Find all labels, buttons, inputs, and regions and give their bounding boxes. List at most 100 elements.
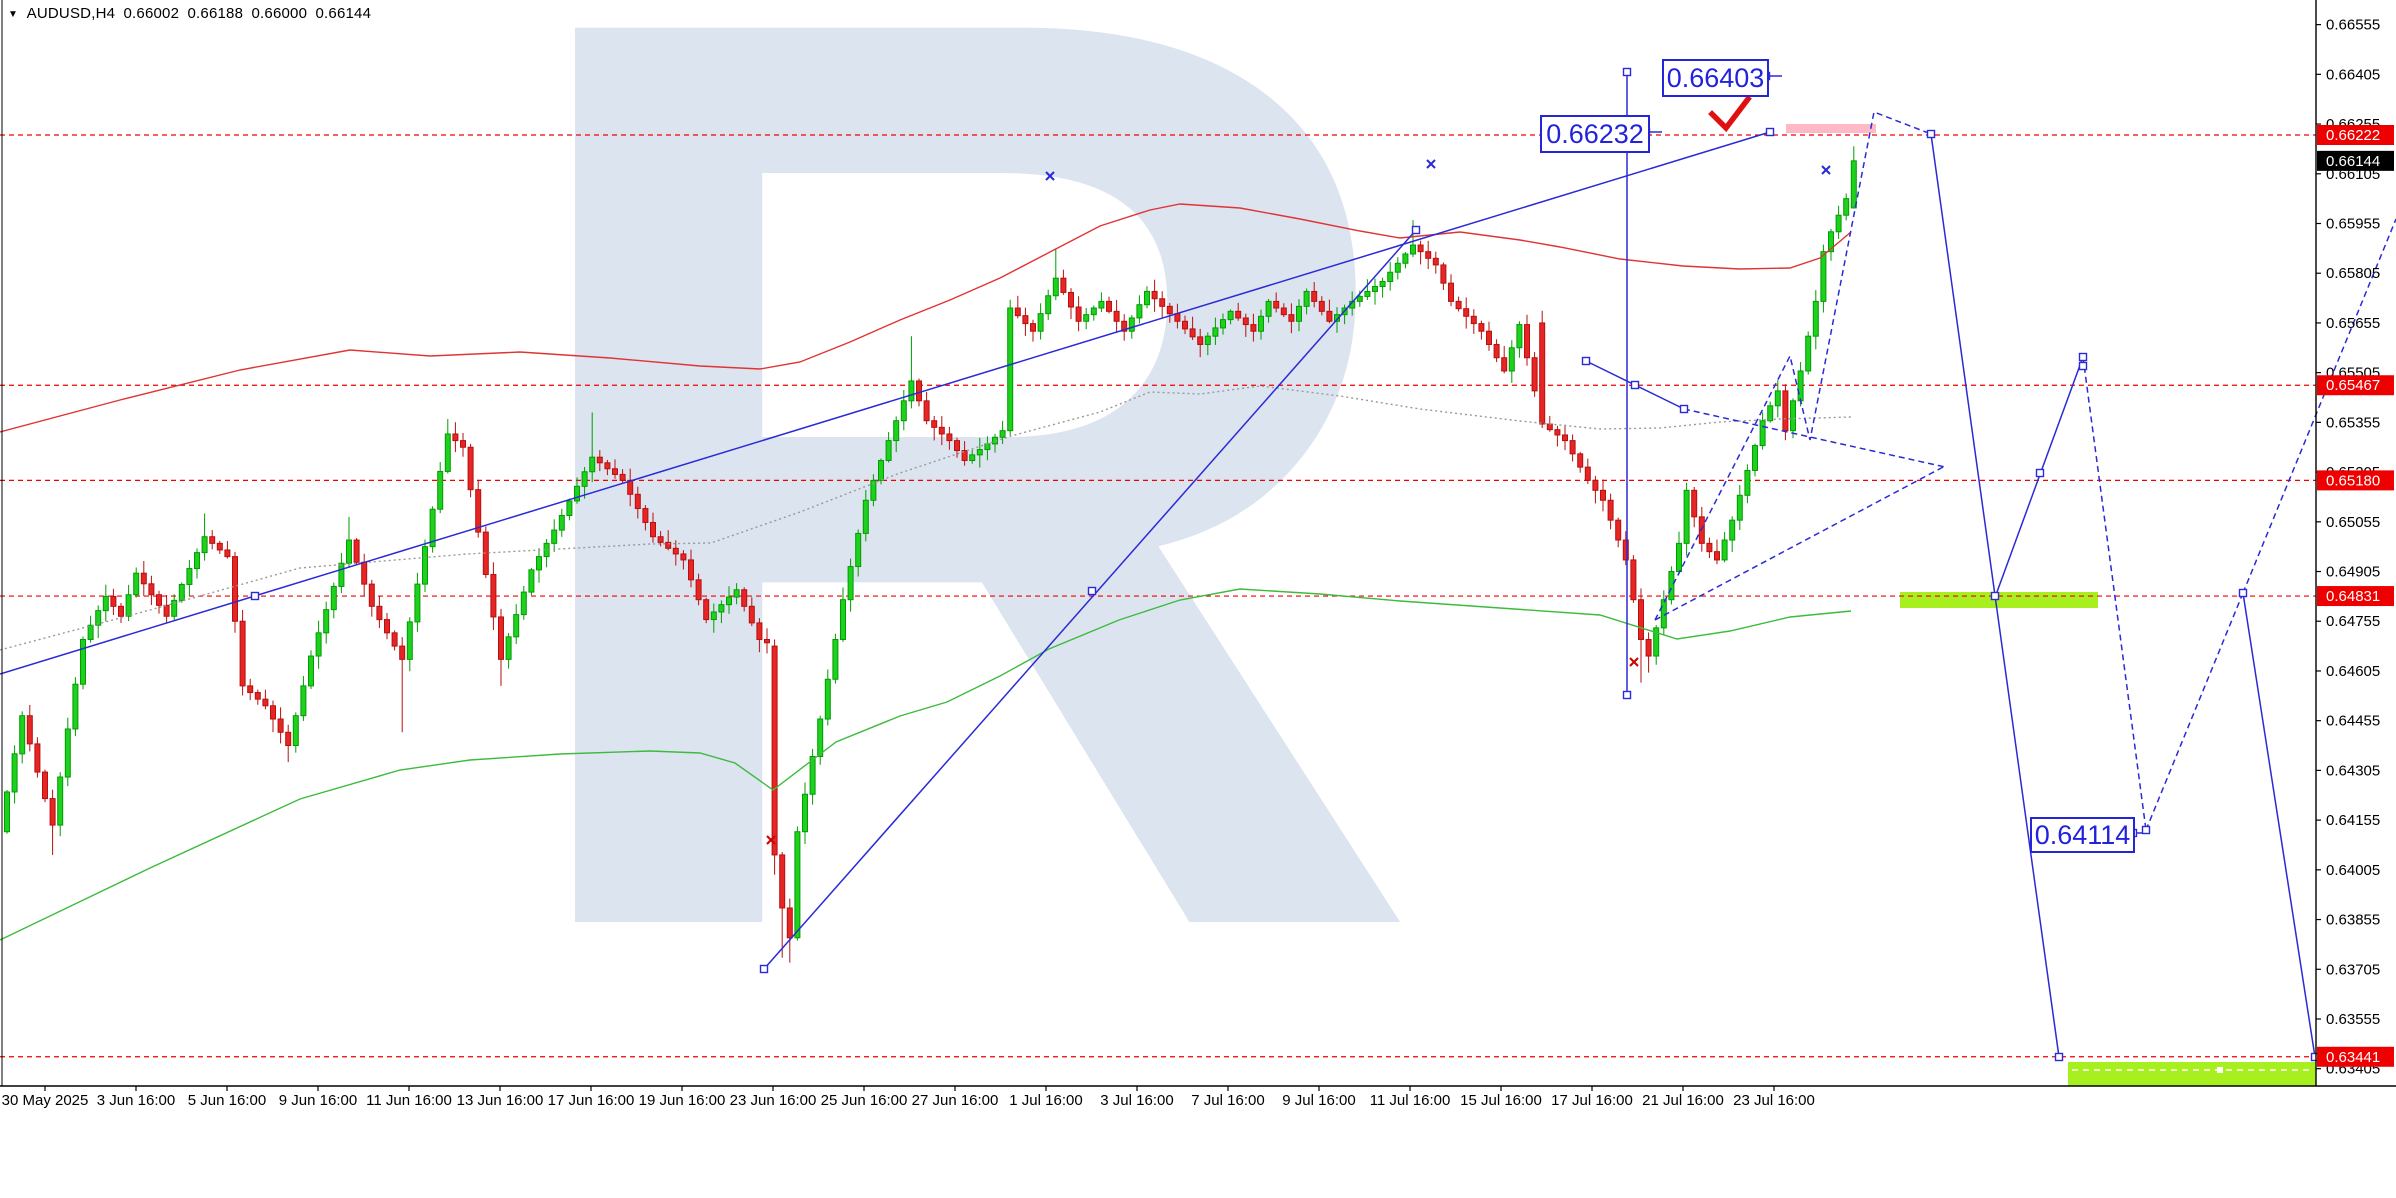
resistance-zone-pink[interactable] [1786,124,1876,133]
candle-down [954,440,960,452]
candle-up [1729,519,1736,541]
price-chip [2317,1046,2394,1067]
candle-up [1820,251,1827,302]
object-handle[interactable] [1990,591,2000,601]
trendline-main-up[interactable] [0,131,1771,675]
candle-down [399,645,406,660]
object-handle[interactable] [1765,127,1775,137]
confirmation-check-icon [1708,95,1752,133]
object-handle[interactable] [1622,690,1632,700]
candle-down [452,433,459,442]
y-tick-label: 0.64305 [2326,762,2380,779]
x-mark [1629,657,1639,667]
x-tick-label: 3 Jul 16:00 [1100,1092,1173,1109]
candle-down [650,521,656,538]
candle-up [999,430,1006,438]
y-tick-label: 0.63555 [2326,1011,2380,1028]
candle-down [1448,282,1454,302]
y-tick-label: 0.65655 [2326,315,2380,332]
price-chip-label: 0.63441 [2326,1049,2380,1066]
candle-up [992,436,998,445]
candle-up [513,614,520,638]
object-handle[interactable] [1581,356,1591,366]
zigzag-rise-2[interactable] [2145,592,2244,831]
x-tick-label: 11 Jun 16:00 [366,1092,452,1109]
candle-up [1083,314,1090,322]
pennant-upper-ray[interactable] [1683,408,1946,468]
object-handle[interactable] [2141,825,2151,835]
candle-up [726,596,732,606]
candle-up [1334,314,1340,322]
object-handle[interactable] [2078,352,2088,362]
x-tick-label: 23 Jun 16:00 [730,1092,817,1109]
candle-up [1144,290,1150,306]
object-handle[interactable] [2054,1052,2064,1062]
y-tick-label: 0.63705 [2326,961,2380,978]
candle-down [148,583,155,596]
candle-down [1645,638,1652,657]
candle-up [718,604,725,613]
candle-down [118,605,124,617]
object-handle[interactable] [2035,468,2045,478]
candle-up [1767,405,1774,422]
trendline-steep-up[interactable] [763,229,1417,970]
candle-down [1615,519,1622,541]
object-handle[interactable] [1926,129,1936,139]
candle-down [1562,434,1568,442]
candle-down [1121,320,1128,332]
object-handle[interactable] [250,591,260,601]
y-tick-label: 0.64605 [2326,663,2380,680]
object-handle[interactable] [759,964,769,974]
candle-up [95,610,102,626]
object-handle[interactable] [1087,586,1097,596]
candle-up [1744,469,1751,496]
candle-up [1843,198,1850,216]
projection-zigzag[interactable] [1654,110,1932,621]
object-handle[interactable] [1630,380,1640,390]
object-handle[interactable] [1622,67,1632,77]
candle-down [490,574,497,618]
candle-up [1790,400,1796,432]
y-tick-label: 0.64455 [2326,713,2380,730]
candle-up [1668,571,1675,601]
candle-down [1106,300,1112,312]
candle-up [1098,300,1105,309]
zigzag-drop-3[interactable] [2242,592,2316,1058]
candle-up [984,443,991,451]
candle-down [1425,251,1432,259]
candle-up [1136,304,1143,319]
candle-up [558,515,565,531]
candle-up [710,611,717,621]
candle-up [338,562,345,587]
candle-up [1037,313,1044,332]
zigzag-rise-2-ray[interactable] [2242,218,2396,594]
x-mark [1821,165,1831,175]
candle-up [72,683,79,730]
support-zone-green-2[interactable] [2068,1062,2316,1086]
object-handle[interactable] [2078,361,2088,371]
candle-up [536,556,542,571]
candle-down [285,731,292,747]
price-callout-0.66232[interactable]: 0.66232 [1540,115,1650,153]
candle-up [1774,390,1781,407]
candle-down [938,426,945,435]
y-tick-label: 0.64905 [2326,564,2380,581]
candle-down [604,462,611,470]
candle-up [520,591,527,616]
collapse-indicator-icon[interactable]: ▼ [8,9,19,20]
price-callout-0.66403[interactable]: 0.66403 [1662,59,1769,97]
candle-down [916,380,922,402]
ohlc-low: 0.66000 [251,5,308,22]
candle-down [1159,298,1166,307]
price-chart[interactable]: 0.665550.664050.662550.661050.659550.658… [0,0,2396,1110]
object-handle[interactable] [1679,404,1689,414]
price-callout-0.64114[interactable]: 0.64114 [2030,817,2135,853]
candle-down [384,619,390,634]
x-tick-label: 25 Jun 16:00 [821,1092,908,1109]
object-handle[interactable] [1411,225,1421,235]
candle-down [1068,291,1074,308]
x-tick-label: 23 Jul 16:00 [1733,1092,1815,1109]
candle-up [809,755,816,795]
object-handle[interactable] [2238,588,2248,598]
pennant-lower[interactable] [1654,465,1946,621]
